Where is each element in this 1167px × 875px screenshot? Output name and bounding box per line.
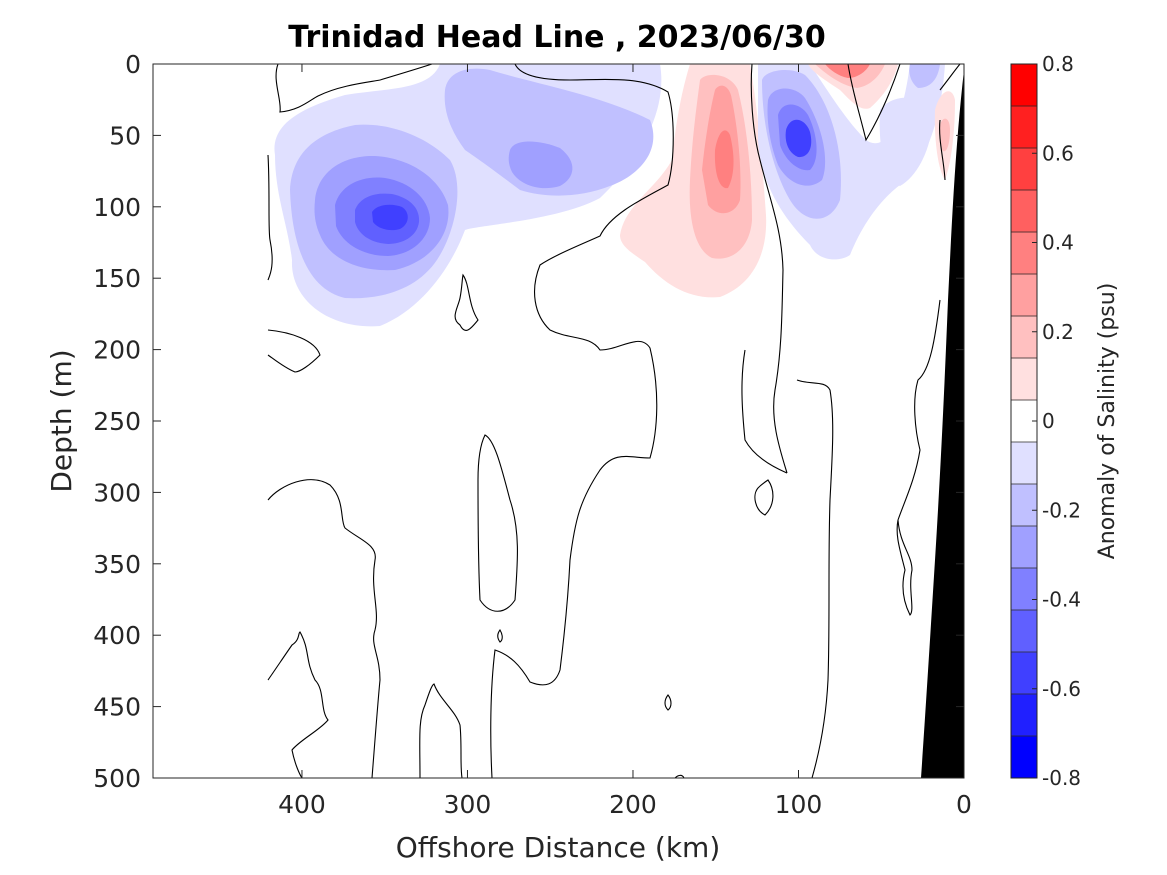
negative-anomaly-upper: [444, 68, 654, 196]
x-tick-label: 300: [444, 790, 492, 819]
contour-line: [674, 774, 685, 778]
contour-line: [454, 273, 479, 331]
colorbar-tick-label: 0.4: [1042, 231, 1074, 255]
contour-line: [939, 119, 946, 181]
colorbar-band: [1011, 190, 1037, 233]
negative-surface-small: [909, 64, 940, 88]
y-axis: 0 50 100 150 200 250 300 350 400 450 500: [93, 50, 964, 793]
colorbar-band: [1011, 106, 1037, 149]
colorbar-tick-label: 0: [1042, 409, 1055, 433]
contour-line: [741, 349, 788, 474]
contour-line: [750, 64, 788, 474]
y-tick-label: 350: [93, 550, 141, 579]
y-tick-label: 100: [93, 193, 141, 222]
colorbar-band: [1011, 484, 1037, 527]
negative-nearshore-core: [785, 119, 812, 158]
colorbar-band: [1011, 568, 1037, 611]
colorbar-tick-label: -0.8: [1042, 766, 1081, 790]
contour-fills: [274, 64, 955, 327]
contour-line: [497, 629, 503, 643]
colorbar-tick-label: -0.2: [1042, 498, 1081, 522]
seafloor-mask: [921, 70, 964, 778]
y-axis-label: Depth (m): [45, 349, 78, 492]
colorbar-tick-label: 0.8: [1042, 52, 1074, 76]
colorbar-band: [1011, 736, 1037, 779]
colorbar-band: [1011, 64, 1037, 107]
colorbar-tick-label: -0.6: [1042, 677, 1081, 701]
colorbar-band: [1011, 694, 1037, 737]
colorbar-band: [1011, 316, 1037, 359]
contour-line: [267, 154, 273, 281]
colorbar-tick-label: 0.2: [1042, 320, 1074, 344]
y-tick-label: 200: [93, 336, 141, 365]
y-tick-label: 500: [93, 764, 141, 793]
zero-contours: [267, 64, 961, 778]
y-tick-label: 150: [93, 264, 141, 293]
contour-line: [267, 479, 381, 778]
positive-surface-core: [825, 64, 870, 78]
x-tick-label: 400: [278, 790, 326, 819]
x-axis: 400 300 200 100 0: [278, 64, 972, 819]
colorbar-band: [1011, 442, 1037, 485]
colorbar-band: [1011, 274, 1037, 317]
contour-line: [939, 64, 961, 91]
colorbar: -0.8 -0.6 -0.4 -0.2 0 0.2 0.4 0.6 0.8: [1010, 52, 1081, 790]
contour-line: [664, 694, 672, 711]
x-tick-label: 0: [956, 790, 972, 819]
positive-coast-inner: [939, 118, 950, 152]
contour-line: [267, 631, 329, 778]
contour-line: [490, 64, 674, 778]
negative-anomaly-core: [372, 204, 408, 231]
y-tick-label: 50: [109, 121, 141, 150]
contour-line: [267, 329, 321, 373]
x-axis-label: Offshore Distance (km): [396, 831, 721, 864]
negative-anomaly-mid-core: [508, 141, 573, 189]
y-tick-label: 400: [93, 621, 141, 650]
y-tick-label: 0: [125, 50, 141, 79]
plot-area: [152, 63, 965, 779]
negative-coast-small-outer: [879, 97, 933, 186]
colorbar-tick-label: 0.6: [1042, 141, 1074, 165]
colorbar-band: [1011, 358, 1037, 401]
colorbar-tick-label: -0.4: [1042, 588, 1081, 612]
colorbar-band: [1011, 652, 1037, 695]
colorbar-band: [1011, 148, 1037, 191]
contour-line: [796, 379, 834, 778]
contour-line: [419, 683, 463, 778]
positive-anomaly-core: [714, 130, 734, 189]
contour-line: [477, 434, 518, 612]
x-tick-label: 200: [609, 790, 657, 819]
contour-line: [275, 64, 433, 113]
contour-line: [847, 64, 901, 142]
x-tick-label: 100: [775, 790, 823, 819]
y-tick-label: 300: [93, 478, 141, 507]
colorbar-band: [1011, 526, 1037, 569]
colorbar-band: [1011, 232, 1037, 275]
y-tick-label: 450: [93, 693, 141, 722]
y-tick-label: 250: [93, 407, 141, 436]
contour-line: [896, 299, 941, 616]
contour-line: [754, 479, 774, 516]
chart-title: Trinidad Head Line , 2023/06/30: [288, 20, 825, 55]
colorbar-band: [1011, 610, 1037, 653]
colorbar-label: Anomaly of Salinity (psu): [1095, 283, 1120, 560]
